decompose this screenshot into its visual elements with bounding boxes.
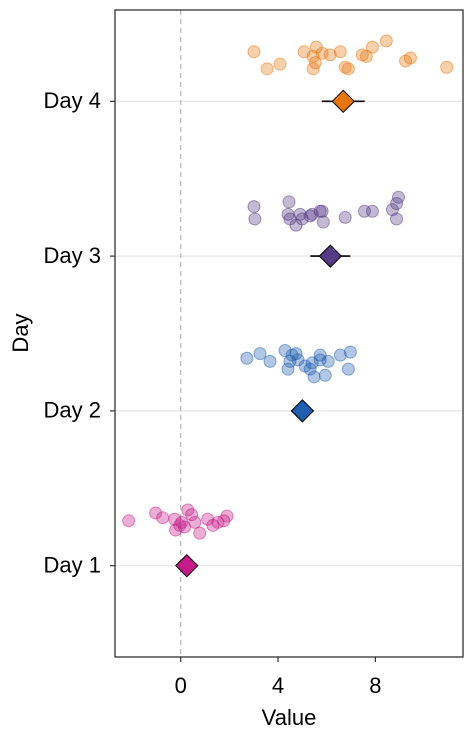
point xyxy=(315,204,329,218)
x-tick-label: 8 xyxy=(369,673,381,698)
mean-marker xyxy=(331,89,355,114)
point xyxy=(316,215,330,229)
point xyxy=(338,60,352,74)
point xyxy=(260,62,274,76)
point xyxy=(313,353,327,367)
point xyxy=(307,370,321,384)
point xyxy=(185,508,199,522)
y-tick-label: Day 3 xyxy=(44,243,101,268)
point xyxy=(379,34,393,48)
point xyxy=(220,509,234,523)
point xyxy=(315,46,329,60)
point xyxy=(281,362,295,376)
mean-marker xyxy=(175,553,199,578)
y-tick-label: Day 1 xyxy=(44,552,101,577)
x-tick-label: 0 xyxy=(175,673,187,698)
y-tick-label: Day 4 xyxy=(44,88,101,113)
point xyxy=(355,48,369,62)
point xyxy=(390,196,404,210)
point xyxy=(193,526,207,540)
point xyxy=(263,354,277,368)
x-tick-label: 4 xyxy=(272,673,284,698)
y-tick-label: Day 2 xyxy=(44,398,101,423)
point xyxy=(240,351,254,365)
mean-marker xyxy=(290,399,315,423)
point xyxy=(321,354,335,368)
x-axis-label: Value xyxy=(262,705,317,730)
point xyxy=(306,62,320,76)
point xyxy=(343,345,357,359)
point xyxy=(440,60,454,74)
y-axis-label: Day xyxy=(8,313,33,352)
point xyxy=(253,347,267,361)
point xyxy=(248,212,262,226)
point xyxy=(122,514,136,528)
plot-frame xyxy=(114,9,464,658)
point xyxy=(365,204,379,218)
point xyxy=(341,362,355,376)
point xyxy=(175,515,189,529)
point xyxy=(282,195,296,209)
point xyxy=(390,212,404,226)
point xyxy=(295,212,309,226)
point xyxy=(403,51,417,65)
point xyxy=(188,515,202,529)
point xyxy=(318,368,332,382)
point xyxy=(305,356,319,370)
point xyxy=(323,48,337,62)
point xyxy=(149,506,163,520)
point xyxy=(333,348,347,362)
mean-marker xyxy=(318,244,343,268)
point xyxy=(206,518,220,532)
point xyxy=(273,57,287,71)
point xyxy=(247,200,261,214)
point xyxy=(247,45,261,59)
point xyxy=(338,210,352,224)
point xyxy=(285,348,299,362)
point xyxy=(365,40,379,54)
point xyxy=(333,45,347,59)
point xyxy=(156,511,170,525)
